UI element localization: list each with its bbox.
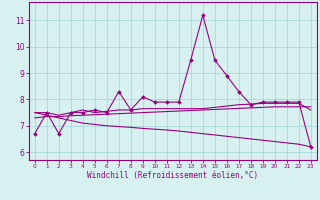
X-axis label: Windchill (Refroidissement éolien,°C): Windchill (Refroidissement éolien,°C) bbox=[87, 171, 258, 180]
